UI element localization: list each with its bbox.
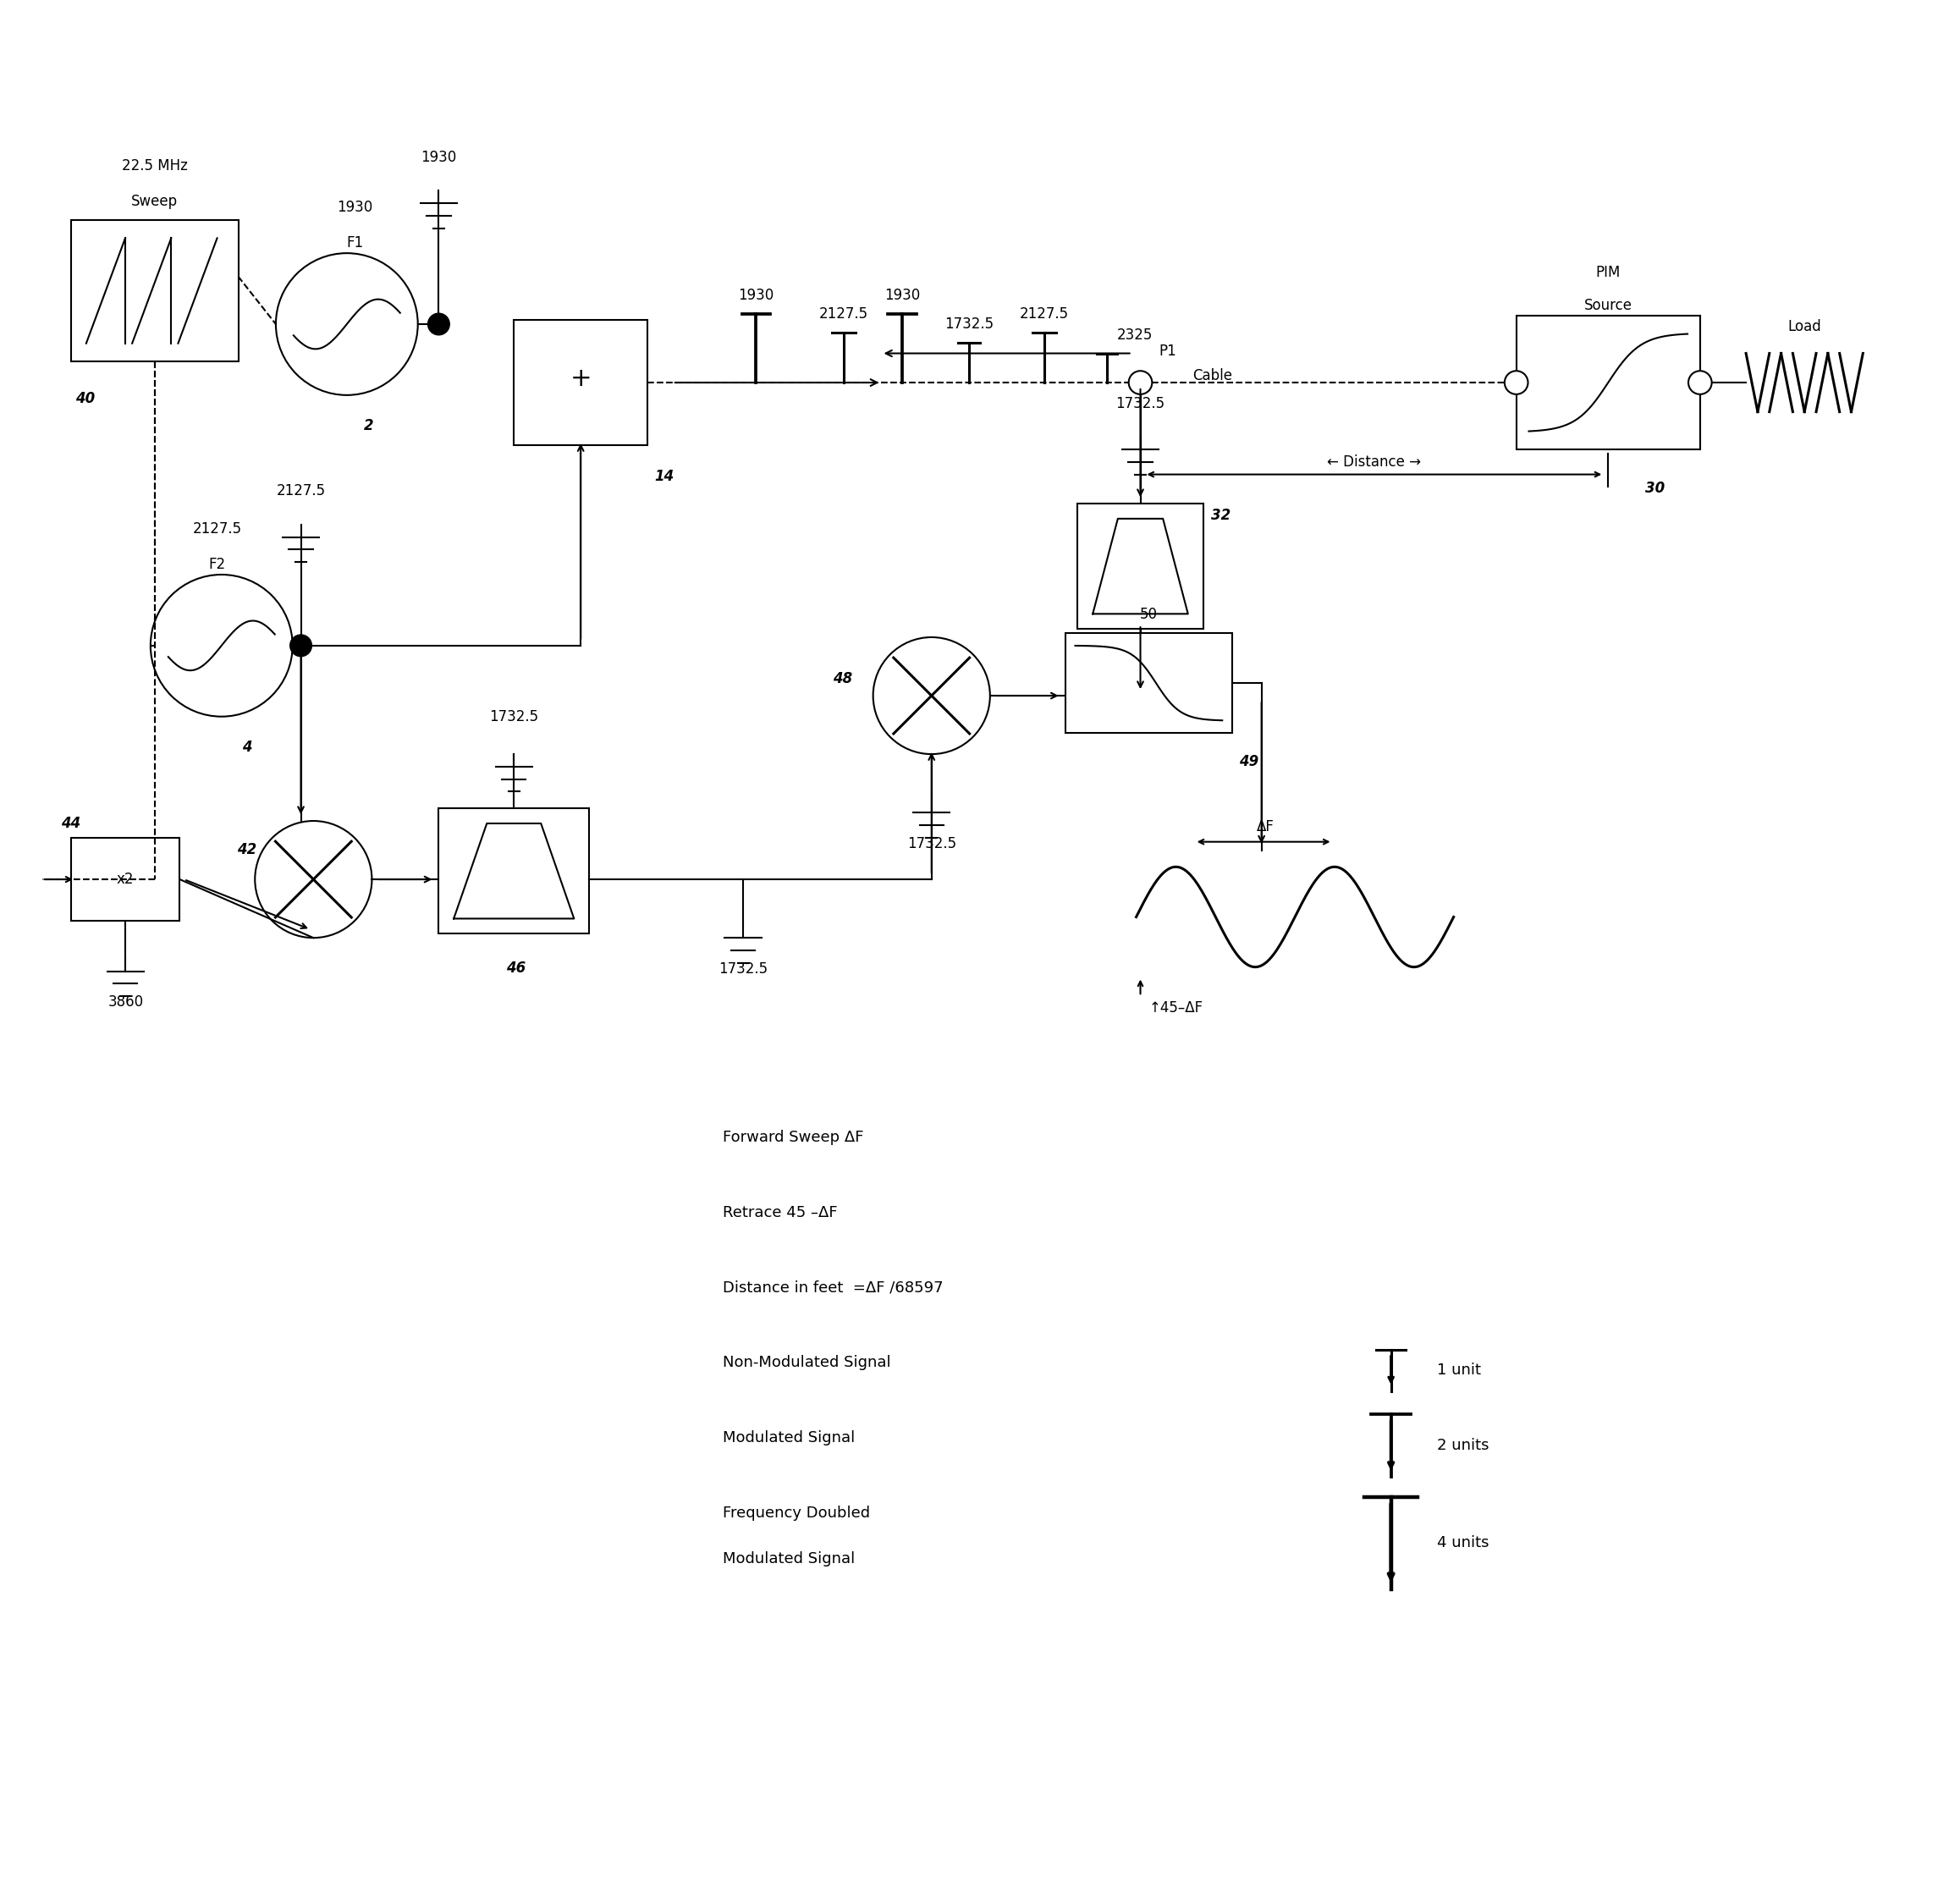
Text: ↑45–ΔF: ↑45–ΔF bbox=[1149, 1000, 1203, 1015]
Circle shape bbox=[1688, 371, 1711, 394]
Text: 2127.5: 2127.5 bbox=[819, 307, 868, 322]
Text: 1930: 1930 bbox=[421, 150, 457, 165]
Circle shape bbox=[290, 634, 312, 657]
Text: Cable: Cable bbox=[1192, 367, 1233, 383]
Text: 40: 40 bbox=[74, 390, 94, 405]
Text: +: + bbox=[570, 366, 592, 390]
Bar bbox=[1064, 633, 1233, 733]
Text: 1930: 1930 bbox=[739, 288, 774, 303]
Text: 4 units: 4 units bbox=[1437, 1536, 1490, 1551]
Text: PIM: PIM bbox=[1595, 265, 1621, 280]
Text: 1 unit: 1 unit bbox=[1437, 1362, 1482, 1379]
Text: Modulated Signal: Modulated Signal bbox=[723, 1430, 855, 1445]
Bar bbox=[1078, 504, 1203, 629]
Text: 1732.5: 1732.5 bbox=[907, 835, 956, 850]
Text: 44: 44 bbox=[61, 816, 80, 831]
Text: 1732.5: 1732.5 bbox=[945, 316, 994, 331]
Text: 48: 48 bbox=[833, 670, 853, 688]
Text: 1732.5: 1732.5 bbox=[490, 708, 539, 724]
Bar bbox=[71, 837, 180, 920]
Text: 46: 46 bbox=[506, 960, 525, 975]
Text: 32: 32 bbox=[1211, 508, 1231, 523]
Bar bbox=[71, 220, 239, 362]
Circle shape bbox=[427, 313, 449, 335]
Text: Sweep: Sweep bbox=[131, 193, 178, 208]
Circle shape bbox=[1129, 371, 1152, 394]
Text: Modulated Signal: Modulated Signal bbox=[723, 1551, 855, 1566]
Text: 2127.5: 2127.5 bbox=[276, 483, 325, 498]
Text: Forward Sweep ΔF: Forward Sweep ΔF bbox=[723, 1131, 864, 1146]
Text: 2325: 2325 bbox=[1117, 328, 1152, 343]
Text: Source: Source bbox=[1584, 297, 1633, 313]
Bar bbox=[1517, 316, 1699, 449]
Text: 3860: 3860 bbox=[108, 994, 143, 1010]
Text: 4: 4 bbox=[243, 741, 253, 756]
Text: ← Distance →: ← Distance → bbox=[1327, 455, 1421, 470]
Text: 1930: 1930 bbox=[884, 288, 919, 303]
Bar bbox=[514, 320, 647, 445]
Text: 22.5 MHz: 22.5 MHz bbox=[122, 157, 188, 172]
Circle shape bbox=[1505, 371, 1529, 394]
Circle shape bbox=[872, 636, 990, 754]
Bar bbox=[439, 809, 590, 934]
Text: 49: 49 bbox=[1239, 754, 1258, 769]
Circle shape bbox=[1129, 371, 1151, 394]
Text: 30: 30 bbox=[1644, 481, 1664, 496]
Text: 2 units: 2 units bbox=[1437, 1438, 1490, 1453]
Text: 42: 42 bbox=[237, 841, 257, 856]
Text: Frequency Doubled: Frequency Doubled bbox=[723, 1506, 870, 1521]
Text: Load: Load bbox=[1788, 318, 1821, 333]
Text: F1: F1 bbox=[347, 235, 365, 250]
Text: 1732.5: 1732.5 bbox=[1115, 396, 1164, 411]
Text: 1930: 1930 bbox=[337, 199, 372, 214]
Text: 50: 50 bbox=[1141, 608, 1158, 623]
Text: ΔF: ΔF bbox=[1256, 818, 1274, 835]
Text: 2127.5: 2127.5 bbox=[192, 521, 241, 536]
Text: Retrace 45 –ΔF: Retrace 45 –ΔF bbox=[723, 1205, 837, 1220]
Text: F2: F2 bbox=[210, 557, 225, 572]
Text: Distance in feet  =ΔF /68597: Distance in feet =ΔF /68597 bbox=[723, 1280, 943, 1295]
Text: Non-Modulated Signal: Non-Modulated Signal bbox=[723, 1356, 890, 1371]
Circle shape bbox=[255, 820, 372, 938]
Text: 1732.5: 1732.5 bbox=[719, 960, 768, 975]
Text: 2127.5: 2127.5 bbox=[1019, 307, 1068, 322]
Circle shape bbox=[151, 574, 292, 716]
Text: P1: P1 bbox=[1158, 345, 1176, 360]
Text: 14: 14 bbox=[655, 468, 674, 483]
Text: x2: x2 bbox=[118, 871, 133, 886]
Text: 2: 2 bbox=[363, 419, 372, 434]
Circle shape bbox=[276, 254, 417, 396]
